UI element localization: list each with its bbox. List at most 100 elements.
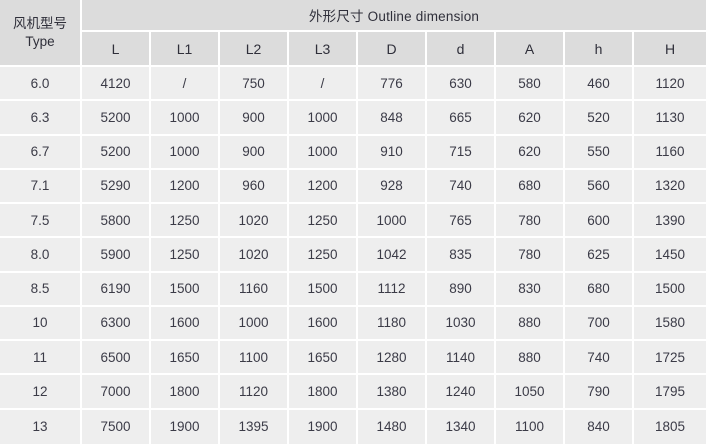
cell-L2: 1000 (220, 306, 289, 342)
cell-D: 910 (358, 135, 427, 170)
table-row: 7.5 5800 1250 1020 1250 1000 765 780 600 1390 (0, 204, 706, 239)
cell-d: 1240 (427, 375, 496, 410)
cell-H: 1500 (634, 272, 706, 307)
cell-h: 560 (565, 169, 634, 205)
cell-A: 880 (496, 306, 565, 342)
cell-H: 1120 (634, 67, 706, 102)
cell-h: 550 (565, 135, 634, 170)
cell-L1: 1250 (151, 204, 220, 239)
cell-L1: 1650 (151, 341, 220, 376)
cell-d: 835 (427, 238, 496, 273)
table-row: 10 6300 1600 1000 1600 1180 1030 880 700 1580 (0, 306, 706, 342)
cell-L1: 1800 (151, 375, 220, 410)
cell-type: 8.0 (0, 238, 82, 273)
cell-A: 780 (496, 204, 565, 239)
cell-D: 1180 (358, 306, 427, 342)
table-row: 6.3 5200 1000 900 1000 848 665 620 520 1130 (0, 101, 706, 136)
cell-d: 890 (427, 272, 496, 307)
cell-L3: / (289, 67, 358, 102)
cell-type: 12 (0, 375, 82, 410)
cell-L1: 1000 (151, 135, 220, 170)
cell-A: 830 (496, 272, 565, 307)
cell-d: 740 (427, 169, 496, 205)
cell-type: 11 (0, 341, 82, 376)
cell-L2: 750 (220, 67, 289, 102)
cell-h: 600 (565, 204, 634, 239)
cell-H: 1725 (634, 341, 706, 376)
cell-type: 7.5 (0, 204, 82, 239)
cell-L3: 1000 (289, 101, 358, 136)
cell-D: 776 (358, 67, 427, 102)
cell-L3: 1250 (289, 204, 358, 239)
cell-L1: 1250 (151, 238, 220, 273)
cell-h: 790 (565, 375, 634, 410)
cell-L3: 1800 (289, 375, 358, 410)
cell-L1: 1600 (151, 306, 220, 342)
cell-L2: 900 (220, 135, 289, 170)
cell-L: 5290 (82, 169, 151, 205)
cell-h: 700 (565, 306, 634, 342)
cell-D: 1380 (358, 375, 427, 410)
table-row: 11 6500 1650 1100 1650 1280 1140 880 740 1725 (0, 341, 706, 376)
type-column-header: 风机型号 Type (0, 0, 82, 67)
cell-A: 580 (496, 67, 565, 102)
cell-L: 5200 (82, 101, 151, 136)
table-row: 7.1 5290 1200 960 1200 928 740 680 560 1320 (0, 169, 706, 205)
cell-L1: / (151, 67, 220, 102)
cell-H: 1130 (634, 101, 706, 136)
cell-d: 1340 (427, 409, 496, 444)
column-header-L3: L3 (289, 32, 358, 67)
cell-H: 1320 (634, 169, 706, 205)
column-header-A: A (496, 32, 565, 67)
column-header-L1: L1 (151, 32, 220, 67)
cell-D: 1042 (358, 238, 427, 273)
cell-D: 848 (358, 101, 427, 136)
cell-h: 460 (565, 67, 634, 102)
table-row: 8.0 5900 1250 1020 1250 1042 835 780 625 1450 (0, 238, 706, 273)
cell-L1: 1500 (151, 272, 220, 307)
cell-L: 6190 (82, 272, 151, 307)
cell-L2: 1100 (220, 341, 289, 376)
cell-L3: 1000 (289, 135, 358, 170)
cell-D: 1480 (358, 409, 427, 444)
cell-D: 1112 (358, 272, 427, 307)
cell-d: 1140 (427, 341, 496, 376)
cell-type: 13 (0, 409, 82, 444)
cell-A: 780 (496, 238, 565, 273)
table-row: 6.7 5200 1000 900 1000 910 715 620 550 1160 (0, 135, 706, 170)
cell-h: 625 (565, 238, 634, 273)
table-body: 6.0 4120/750/776 630 580 460 1120 6.3 5200 1000 9… (0, 67, 706, 444)
cell-L3: 1200 (289, 169, 358, 205)
cell-d: 1030 (427, 306, 496, 342)
cell-D: 928 (358, 169, 427, 205)
header-row-columns: L L1 L2 L3 D d A h H (0, 32, 706, 67)
cell-L3: 1500 (289, 272, 358, 307)
column-header-H: H (634, 32, 706, 67)
cell-A: 620 (496, 135, 565, 170)
cell-L3: 1900 (289, 409, 358, 444)
table-row: 12 7000 1800 1120 1800 1380 1240 1050 790 1795 (0, 375, 706, 410)
cell-L1: 1200 (151, 169, 220, 205)
cell-A: 880 (496, 341, 565, 376)
cell-L2: 1020 (220, 204, 289, 239)
cell-d: 715 (427, 135, 496, 170)
column-header-L: L (82, 32, 151, 67)
cell-h: 680 (565, 272, 634, 307)
cell-D: 1000 (358, 204, 427, 239)
cell-L2: 1160 (220, 272, 289, 307)
cell-type: 8.5 (0, 272, 82, 307)
column-header-h: h (565, 32, 634, 67)
cell-L2: 960 (220, 169, 289, 205)
cell-H: 1160 (634, 135, 706, 170)
type-header-english: Type (25, 33, 55, 49)
cell-type: 7.1 (0, 169, 82, 205)
cell-L2: 1395 (220, 409, 289, 444)
cell-L1: 1900 (151, 409, 220, 444)
cell-L: 7500 (82, 409, 151, 444)
cell-A: 1100 (496, 409, 565, 444)
cell-type: 10 (0, 306, 82, 342)
cell-L: 5800 (82, 204, 151, 239)
cell-L2: 900 (220, 101, 289, 136)
table-row: 13 7500 1900 1395 1900 1480 1340 1100 840 1805 (0, 409, 706, 444)
